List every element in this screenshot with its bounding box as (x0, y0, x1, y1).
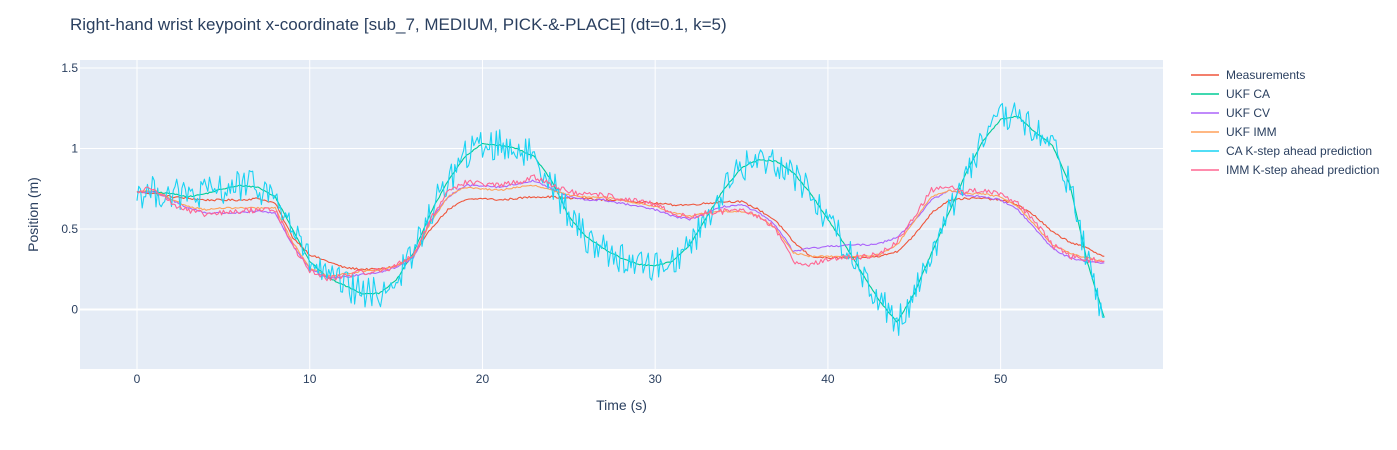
y-tick-label: 0 (71, 302, 78, 316)
legend[interactable]: Measurements UKF CA UKF CV UKF IMM CA K-step… (1191, 68, 1379, 177)
legend-label: UKF CA (1226, 87, 1270, 101)
x-tick-label: 50 (994, 372, 1008, 386)
legend-item[interactable]: UKF IMM (1191, 125, 1277, 139)
series-line-4 (136, 184, 1105, 277)
legend-label: CA K-step ahead prediction (1226, 144, 1372, 158)
series-line-6 (136, 174, 1105, 282)
legend-label: UKF CV (1226, 106, 1270, 120)
legend-item[interactable]: UKF CV (1191, 106, 1270, 120)
legend-label: Measurements (1226, 68, 1305, 82)
y-tick-label: 0.5 (61, 222, 78, 236)
legend-item[interactable]: UKF CA (1191, 87, 1270, 101)
y-axis-title: Position (m) (25, 177, 41, 252)
x-tick-label: 10 (303, 372, 317, 386)
series-line-1 (136, 191, 1105, 271)
legend-item[interactable]: IMM K-step ahead prediction (1191, 163, 1379, 177)
gridlines (80, 60, 1163, 369)
series-lines (136, 102, 1105, 336)
y-tick-label: 1.5 (61, 61, 78, 75)
plot-area (80, 60, 1163, 369)
y-axis-ticks: 0 0.5 1 1.5 (61, 61, 78, 316)
legend-label: IMM K-step ahead prediction (1226, 163, 1379, 177)
x-tick-label: 20 (476, 372, 490, 386)
series-line-5 (136, 102, 1105, 336)
x-axis-title: Time (s) (596, 397, 647, 413)
legend-item[interactable]: Measurements (1191, 68, 1305, 82)
legend-label: UKF IMM (1226, 125, 1277, 139)
legend-item[interactable]: CA K-step ahead prediction (1191, 144, 1372, 158)
x-tick-label: 40 (821, 372, 835, 386)
series-line-3 (136, 179, 1105, 279)
chart-title: Right-hand wrist keypoint x-coordinate [… (70, 15, 727, 34)
x-tick-label: 30 (649, 372, 663, 386)
x-axis-ticks: 0 10 20 30 40 50 (134, 372, 1008, 386)
x-tick-label: 0 (134, 372, 141, 386)
y-tick-label: 1 (71, 142, 78, 156)
